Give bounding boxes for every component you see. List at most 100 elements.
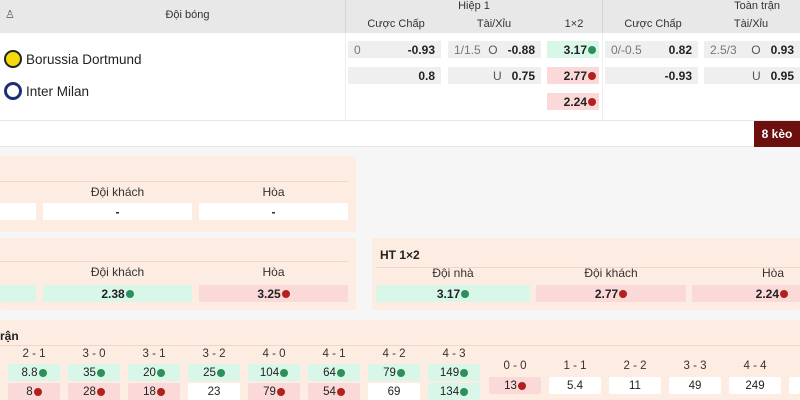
dortmund-logo-icon	[4, 50, 22, 68]
score-label: 4 - 2	[382, 348, 406, 360]
arrow-up-icon	[460, 387, 469, 396]
odd-cell[interactable]: 0/-0.5 0.82	[605, 41, 698, 58]
col-label: Hòa	[761, 266, 784, 280]
divider	[345, 0, 346, 33]
score-odd-cell[interactable]: 11	[609, 377, 661, 394]
arrow-up-icon	[38, 368, 47, 377]
odd-cell[interactable]: -0.93	[605, 67, 698, 84]
divider	[602, 0, 603, 33]
odd-cell[interactable]: 2.24	[547, 93, 599, 110]
score-label: 3 - 1	[142, 348, 166, 360]
score-odd-cell[interactable]: 13	[489, 377, 541, 394]
score-odd-cell[interactable]: 5.4	[549, 377, 601, 394]
score-odd-cell[interactable]: 23	[188, 383, 240, 400]
score-odd-cell[interactable]: 28	[68, 383, 120, 400]
col-label: Hòa	[262, 265, 285, 279]
odd-cell[interactable]: 1/1.5 O -0.88	[448, 41, 541, 58]
odd-cell[interactable]: -	[199, 203, 348, 220]
panel-1x2-b: Đội khách Hòa 2.38 3.25	[0, 238, 356, 310]
odd-cell[interactable]: U 0.95	[704, 67, 800, 84]
more-odds-button[interactable]: 8 kèo	[754, 121, 800, 147]
score-odd-cell[interactable]: 134	[428, 383, 480, 400]
odd-cell[interactable]	[0, 203, 36, 220]
score-odd-cell[interactable]: 35	[68, 364, 120, 381]
odd-cell[interactable]: 3.25	[199, 285, 348, 302]
arrow-down-icon	[281, 289, 290, 298]
col-label: Đội nhà	[432, 266, 474, 280]
team-column-header: Đội bóng	[165, 9, 210, 21]
sub-header: Cược Chấp	[367, 18, 425, 30]
arrow-up-icon	[156, 368, 165, 377]
arrow-up-icon	[125, 289, 134, 298]
arrow-down-icon	[517, 381, 526, 390]
score-odd-cell[interactable]: 18	[128, 383, 180, 400]
sub-header: Tài/Xỉu	[733, 18, 769, 30]
score-odd-cell[interactable]: 149	[428, 364, 480, 381]
score-odd-cell[interactable]: 54	[308, 383, 360, 400]
odd-cell[interactable]	[0, 285, 36, 302]
score-odd-cell[interactable]: 8.8	[8, 364, 60, 381]
score-odd-cell[interactable]: 69	[368, 383, 420, 400]
score-odd-cell[interactable]: 64	[308, 364, 360, 381]
arrow-down-icon	[156, 387, 165, 396]
odd-cell[interactable]: 2.5/3 O 0.93	[704, 41, 800, 58]
score-label: 2 - 2	[623, 360, 647, 372]
odd-cell[interactable]: 2.38	[43, 285, 192, 302]
arrow-up-icon	[216, 368, 225, 377]
odd-cell[interactable]: 0.8	[348, 67, 441, 84]
score-odd-cell[interactable]: 79	[368, 364, 420, 381]
more-row: 8 kèo	[0, 121, 800, 147]
score-label: 4 - 0	[262, 348, 286, 360]
score-label: 3 - 3	[683, 360, 707, 372]
arrow-down-icon	[276, 387, 285, 396]
score-odd-cell[interactable]: 49	[669, 377, 721, 394]
odd-cell[interactable]: U 0.75	[448, 67, 541, 84]
score-label: 1 - 1	[563, 360, 587, 372]
odd-cell[interactable]: 2.77	[536, 285, 686, 302]
arrow-down-icon	[33, 387, 42, 396]
col-label: Đội khách	[90, 265, 145, 279]
score-odd-cell[interactable]: 104	[248, 364, 300, 381]
away-team[interactable]: Inter Milan	[4, 82, 89, 100]
pin-icon[interactable]: ♙	[5, 9, 15, 21]
panel-1x2-a: Đội khách Hòa - -	[0, 156, 356, 232]
score-label: 4 - 1	[322, 348, 346, 360]
sub-header: 1×2	[564, 18, 584, 30]
score-odd-cell[interactable]: 25	[188, 364, 240, 381]
arrow-down-icon	[588, 97, 596, 106]
arrow-up-icon	[588, 45, 596, 54]
odds-table-header: ♙ Đội bóng Hiệp 1 Toàn trận Cược Chấp Tà…	[0, 0, 800, 33]
odd-cell[interactable]: 0 -0.93	[348, 41, 441, 58]
half-header: Hiệp 1	[458, 0, 490, 12]
score-odd-cell[interactable]: 249	[729, 377, 781, 394]
arrow-up-icon	[396, 368, 405, 377]
score-label: 3 - 0	[82, 348, 106, 360]
score-odd-cell[interactable]: 8	[8, 383, 60, 400]
arrow-up-icon	[336, 368, 345, 377]
home-team[interactable]: Borussia Dortmund	[4, 50, 142, 68]
score-odd-cell[interactable]	[789, 377, 800, 394]
arrow-down-icon	[588, 71, 596, 80]
odd-cell[interactable]: 3.17	[547, 41, 599, 58]
odd-cell[interactable]: 2.77	[547, 67, 599, 84]
col-label: Đội khách	[584, 266, 638, 280]
col-label: Đội khách	[90, 185, 145, 199]
score-label: 3 - 2	[202, 348, 226, 360]
arrow-up-icon	[461, 289, 470, 298]
panel-title: rận	[0, 329, 19, 343]
sub-header: Tài/Xỉu	[476, 18, 512, 30]
arrow-up-icon	[280, 368, 289, 377]
score-odd-cell[interactable]: 20	[128, 364, 180, 381]
odd-cell[interactable]: -	[43, 203, 192, 220]
score-odd-cell[interactable]: 79	[248, 383, 300, 400]
score-label: 4 - 4	[743, 360, 767, 372]
panel-correct-score: rận 2 - 1 8.8 8 3 - 0 35 28 3 - 1 20 18 3 - 2 25 23…	[0, 320, 800, 400]
odd-cell[interactable]: 2.24	[692, 285, 800, 302]
score-label: 0 - 0	[503, 360, 527, 372]
panel-ht-1x2: HT 1×2 Đội nhà Đội khách Hòa 3.17 2.77 2…	[372, 238, 800, 310]
col-label: Hòa	[262, 185, 285, 199]
arrow-down-icon	[619, 289, 628, 298]
odd-cell[interactable]: 3.17	[376, 285, 530, 302]
arrow-up-icon	[460, 368, 469, 377]
score-label: 2 - 1	[22, 348, 46, 360]
